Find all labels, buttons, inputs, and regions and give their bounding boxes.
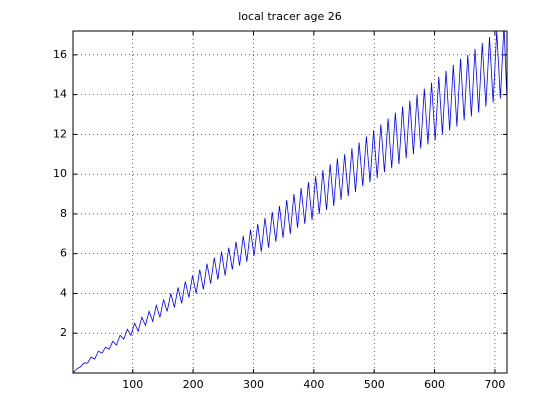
x-tick-label: 400 [303, 378, 324, 391]
y-tick-label: 16 [53, 48, 67, 61]
x-tick-label: 200 [183, 378, 204, 391]
plot-frame [72, 30, 508, 374]
x-tick-label: 600 [424, 378, 445, 391]
chart-title: local tracer age 26 [238, 10, 342, 23]
y-tick-label: 14 [53, 88, 67, 101]
y-tick-label: 8 [60, 207, 67, 220]
plot-area [73, 31, 507, 373]
y-tick-label: 4 [60, 286, 67, 299]
y-tick-label: 10 [53, 167, 67, 180]
data-line [73, 31, 507, 373]
x-tick-label: 500 [364, 378, 385, 391]
x-tick-label: 100 [122, 378, 143, 391]
x-tick-label: 300 [243, 378, 264, 391]
y-tick-label: 12 [53, 127, 67, 140]
x-tick-label: 700 [484, 378, 505, 391]
y-tick-label: 6 [60, 247, 67, 260]
y-tick-label: 2 [60, 326, 67, 339]
